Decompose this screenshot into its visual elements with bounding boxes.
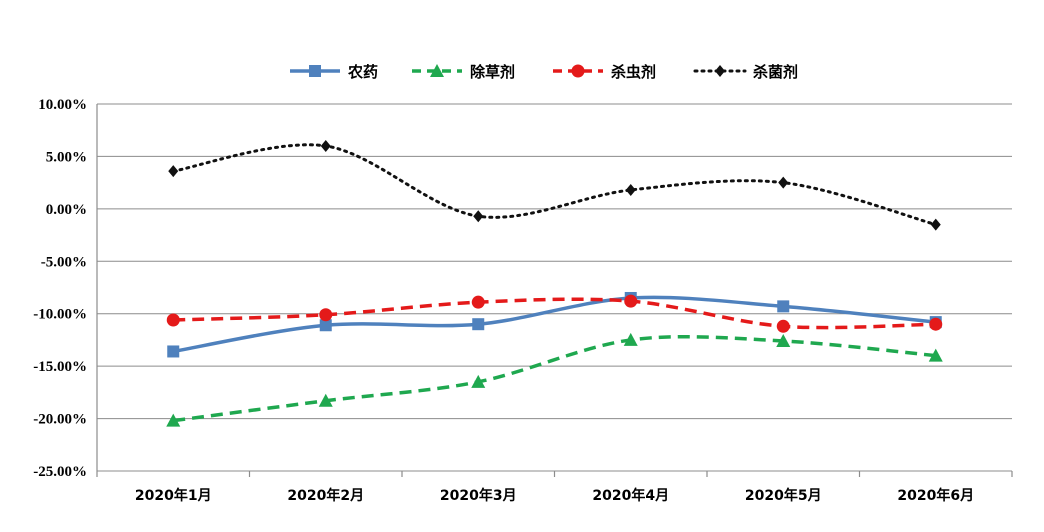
- data-point: [473, 210, 484, 223]
- y-tick-label: -25.00%: [33, 464, 87, 480]
- data-point: [318, 393, 333, 407]
- series-1: [166, 332, 943, 427]
- data-point: [319, 319, 332, 332]
- x-tick-label: 2020年2月: [287, 487, 364, 504]
- series-line: [172, 295, 936, 354]
- data-point: [776, 333, 791, 347]
- y-tick-label: -15.00%: [33, 359, 87, 375]
- legend-label: 杀菌剂: [753, 63, 798, 81]
- data-point: [623, 332, 638, 346]
- data-point: [166, 413, 181, 427]
- data-point: [625, 183, 636, 196]
- x-axis-ticks: 2020年1月 2020年2月 2020年3月 2020年4月 2020年5月 2020年…: [96, 471, 1013, 504]
- series-2: [166, 294, 943, 333]
- series-line: [173, 297, 936, 330]
- legend-marker: [430, 64, 444, 77]
- data-point: [471, 295, 485, 309]
- y-axis-ticks: 10.00% 5.00% 0.00% -5.00% -10.00% -15.00% -20.…: [33, 97, 87, 480]
- legend-marker: [571, 64, 585, 78]
- data-point: [471, 374, 486, 388]
- data-point: [777, 300, 790, 313]
- data-point: [930, 218, 941, 231]
- x-tick-label: 2020年5月: [745, 487, 822, 504]
- data-point: [776, 319, 790, 333]
- legend-label: 农药: [347, 63, 378, 81]
- data-point: [624, 294, 638, 308]
- y-tick-label: -5.00%: [41, 254, 87, 270]
- x-tick-label: 2020年6月: [897, 487, 974, 504]
- data-point: [320, 139, 331, 152]
- data-point: [778, 176, 789, 189]
- data-point: [168, 165, 179, 178]
- legend-label: 除草剂: [470, 63, 515, 81]
- series-line: [173, 334, 936, 423]
- series-0: [167, 291, 942, 358]
- legend-marker: [715, 65, 725, 77]
- x-tick-label: 2020年1月: [135, 487, 212, 504]
- y-tick-label: 5.00%: [46, 149, 87, 165]
- legend-label: 杀虫剂: [611, 63, 656, 81]
- data-point: [472, 318, 485, 331]
- y-tick-label: 10.00%: [38, 97, 87, 113]
- y-tick-label: -10.00%: [33, 307, 87, 323]
- series-group: [166, 139, 943, 427]
- data-point: [928, 348, 943, 362]
- data-point: [167, 345, 180, 358]
- series-line: [171, 143, 938, 227]
- series-3: [168, 139, 941, 231]
- data-point: [166, 313, 180, 327]
- legend-marker: [309, 65, 321, 77]
- grid-lines: [96, 103, 1012, 472]
- legend: 农药 除草剂 杀虫剂 杀菌剂: [290, 63, 798, 81]
- y-tick-label: 0.00%: [46, 202, 87, 218]
- y-tick-label: -20.00%: [33, 412, 87, 428]
- x-tick-label: 2020年4月: [592, 487, 669, 504]
- data-point: [319, 308, 333, 322]
- data-point: [929, 317, 943, 331]
- x-tick-label: 2020年3月: [440, 487, 517, 504]
